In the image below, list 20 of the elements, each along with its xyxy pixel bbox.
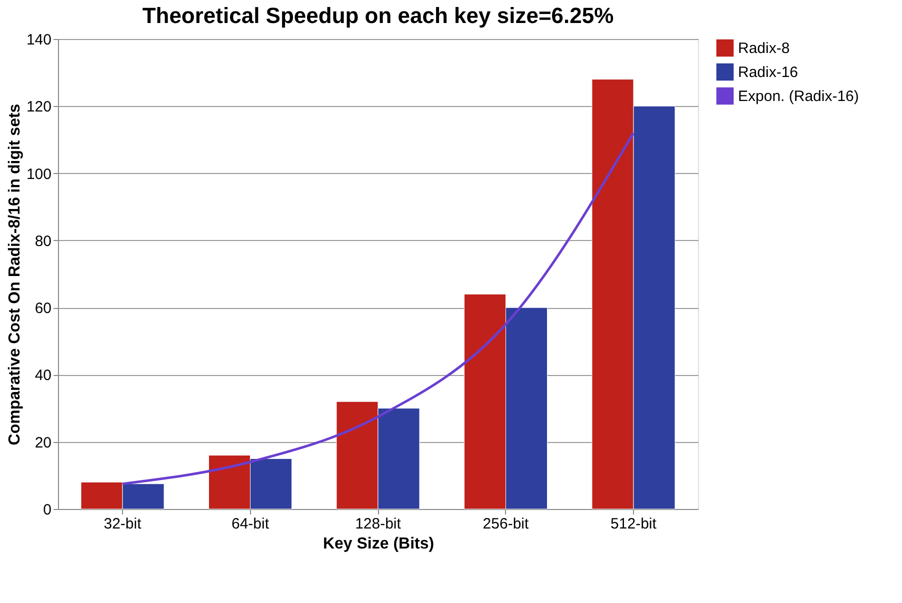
chart-title: Theoretical Speedup on each key size=6.25% [142,3,614,28]
x-tick-label: 32-bit [104,516,142,532]
x-tick-label: 256-bit [482,516,530,532]
x-tick-label: 512-bit [610,516,658,532]
y-tick-label: 80 [34,232,52,250]
y-tick-label: 40 [34,367,52,384]
y-axis-title: Comparative Cost On Radix-8/16 in digit sets [6,104,24,446]
x-tick-label: 64-bit [231,516,270,532]
legend-label: Radix-8 [738,40,790,57]
y-tick-label: 60 [34,300,52,318]
y-tick-label: 120 [26,98,52,116]
y-tick-label: 140 [26,32,52,48]
x-axis-title: Key Size (Bits) [322,536,434,552]
legend-label: Expon. (Radix-16) [738,88,859,105]
y-tick-label: 100 [26,166,52,183]
line-series [121,132,635,486]
y-tick-label: 0 [43,502,52,518]
y-tick-label: 20 [34,434,52,452]
legend-label: Radix-16 [738,64,798,81]
x-tick-label: 128-bit [355,516,402,532]
